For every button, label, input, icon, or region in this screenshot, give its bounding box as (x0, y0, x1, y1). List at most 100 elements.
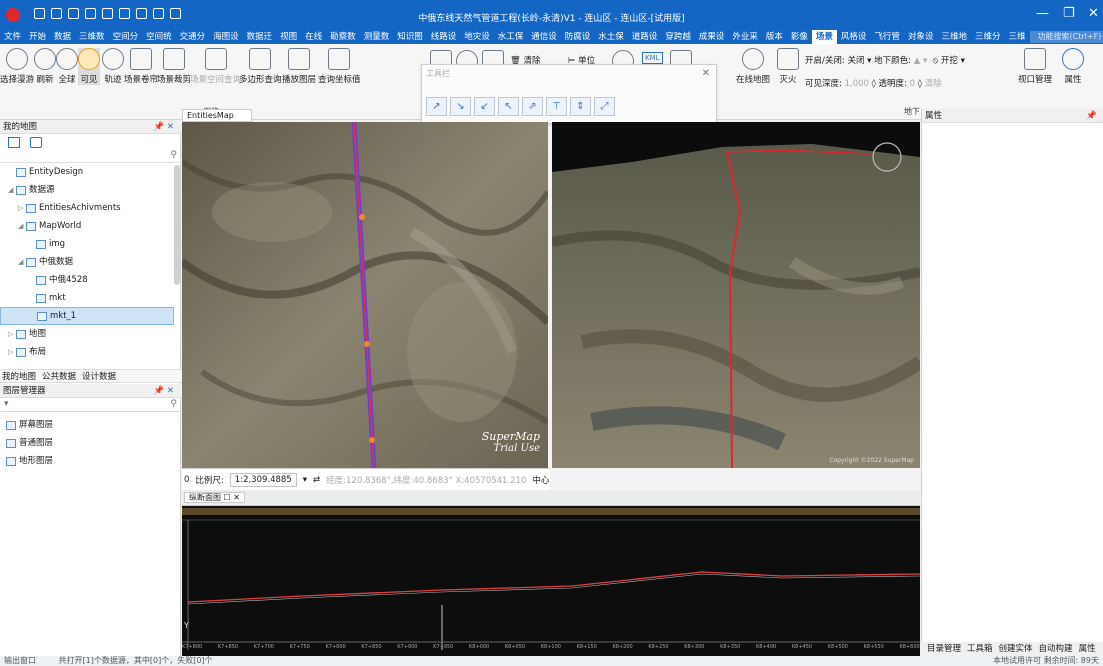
center-point-button[interactable]: 中心点 (532, 475, 550, 486)
ribbon-tab[interactable]: 外业采 (732, 32, 758, 42)
save-icon[interactable] (68, 8, 79, 19)
ribbon-tab[interactable]: 空间分 (112, 32, 139, 42)
tree-node[interactable]: 中俄4528 (0, 271, 174, 289)
ribbon-tab[interactable]: 测量数 (363, 32, 390, 42)
excavate-button[interactable]: 开挖 (940, 56, 958, 66)
ribbon-tab[interactable]: 交通分 (179, 32, 206, 42)
right-panel-tab[interactable]: 创建实体 (998, 644, 1033, 654)
color-picker[interactable]: ▲ ▾ (913, 56, 928, 66)
tree-node[interactable]: ▷ EntitiesAchivments (0, 199, 174, 217)
left-panel-tab[interactable]: 公共数据 (42, 372, 77, 382)
tool-2-icon[interactable]: ↘ (450, 97, 471, 116)
window-icon[interactable] (170, 8, 181, 19)
output-window-tab[interactable]: 输出窗口 (4, 656, 36, 665)
ribbon-tab[interactable]: 场景 (811, 30, 837, 44)
ribbon-tab[interactable]: 知识图 (397, 32, 423, 42)
clear-button[interactable]: 🗑 清除 (510, 54, 541, 66)
folder-icon[interactable] (30, 137, 42, 148)
right-panel-tab[interactable]: 属性 (1078, 644, 1096, 654)
ribbon-tab[interactable]: 版本 (765, 32, 783, 42)
ribbon-tab[interactable]: 影像 (790, 32, 808, 42)
layer-item[interactable]: 屏幕图层 (0, 416, 53, 434)
left-panel-tab[interactable]: 设计数据 (82, 372, 117, 382)
ribbon-tab[interactable]: 视图 (280, 32, 298, 42)
ribbon-tab[interactable]: 通信设 (531, 32, 557, 42)
unit-button[interactable]: ⊨ 单位 (568, 54, 595, 66)
ribbon-tab[interactable]: 穿跨越 (665, 32, 691, 42)
layer-search-icon[interactable]: ⚲ (170, 399, 177, 409)
ribbon-tab[interactable]: 成果设 (698, 32, 725, 42)
expand-icon[interactable]: ▷ (8, 348, 14, 356)
ribbon-button[interactable]: 查询坐标值 (318, 48, 361, 85)
zoom-out-icon[interactable] (136, 8, 147, 19)
ribbon-tab[interactable]: 三维分 (974, 32, 1001, 42)
ribbon-button[interactable]: 场景裁剪 (157, 48, 191, 85)
ribbon-tab[interactable]: 文件 (4, 32, 22, 42)
tool-4-icon[interactable]: ↖ (498, 97, 519, 116)
compass-icon[interactable] (872, 142, 902, 172)
grid-icon[interactable] (153, 8, 164, 19)
kml-button[interactable]: KML (642, 52, 663, 64)
pin-icon[interactable]: 📌 ✕ (153, 122, 174, 132)
ribbon-tab[interactable]: 在线 (305, 32, 323, 42)
ribbon-button[interactable]: 场景空间查询 (190, 48, 241, 85)
fire-button[interactable]: 灭火 (777, 48, 799, 85)
properties-button[interactable]: 属性 (1062, 48, 1084, 85)
online-map-button[interactable]: 在线地图 (736, 48, 770, 85)
zoom-in-icon[interactable] (119, 8, 130, 19)
tool-5-icon[interactable]: ⇗ (522, 97, 543, 116)
toggle-select[interactable]: 关闭 (847, 56, 865, 66)
function-search-input[interactable]: 功能搜索(Ctrl+F) (1029, 31, 1103, 43)
tree-node[interactable]: ◢ 数据源 (0, 181, 174, 199)
tool-6-icon[interactable]: ⊤ (546, 97, 567, 116)
tree-node[interactable]: ▷ 地图 (0, 325, 174, 343)
layer-item[interactable]: 普通图层 (0, 434, 53, 452)
ribbon-tab[interactable]: 对象设 (907, 32, 934, 42)
map-3d-view[interactable]: Copyright ©2022 SuperMap (552, 122, 920, 468)
tree-node[interactable]: ▷ 布局 (0, 343, 174, 361)
right-panel-tab[interactable]: 工具箱 (967, 644, 993, 654)
ribbon-tab[interactable]: 防腐设 (564, 32, 591, 42)
ribbon-button[interactable]: 多边形查询 (239, 48, 282, 85)
minimize-button[interactable]: — (1036, 6, 1049, 21)
pointer-icon[interactable] (102, 8, 113, 19)
tree-node[interactable]: ◢ MapWorld (0, 217, 174, 235)
tool-1-icon[interactable]: ↗ (426, 97, 447, 116)
ribbon-button[interactable]: 全球 (56, 48, 78, 85)
visible-depth-input[interactable]: 1,000 (844, 79, 869, 89)
ribbon-button[interactable]: 可见 (78, 48, 100, 85)
app-icon[interactable] (0, 0, 24, 30)
ribbon-tab[interactable]: 道路设 (631, 32, 658, 42)
open-icon[interactable] (51, 8, 62, 19)
tool-3-icon[interactable]: ↙ (474, 97, 495, 116)
ribbon-tab[interactable]: 数据 (54, 32, 72, 42)
tool-7-icon[interactable]: ⇕ (570, 97, 591, 116)
ribbon-tab[interactable]: 水工保 (497, 32, 524, 42)
scale-input[interactable]: 1:2,309.4885 (229, 472, 297, 487)
ribbon-tab[interactable]: 开始 (29, 32, 47, 42)
viewport-manager-button[interactable]: 视口管理 (1018, 48, 1052, 85)
left-panel-tab[interactable]: 我的地图 (2, 372, 37, 382)
ribbon-tab[interactable]: 数据迁 (246, 32, 273, 42)
new-icon[interactable] (34, 8, 45, 19)
ribbon-tab[interactable]: 风格设 (840, 32, 867, 42)
tree-node[interactable]: ◢ 中俄数据 (0, 253, 174, 271)
ribbon-tab[interactable]: 三维 (1008, 32, 1026, 42)
tree-search-icon[interactable]: ⚲ (0, 150, 181, 163)
ribbon-tab[interactable]: 线路设 (430, 32, 457, 42)
ribbon-tab[interactable]: 飞行管 (874, 32, 900, 42)
ribbon-tab[interactable]: 地灾设 (464, 32, 490, 42)
pin-right-icon[interactable]: 📌 (1086, 111, 1097, 121)
expand-icon[interactable]: ◢ (8, 186, 14, 194)
doc-tab-entities-map[interactable]: EntitiesMap (182, 109, 252, 122)
close-toolbar-icon[interactable]: ✕ (701, 68, 710, 79)
profile-tab[interactable]: 纵断面图 ☐ ✕ (184, 492, 245, 503)
pin-layer-icon[interactable]: 📌 ✕ (153, 386, 174, 396)
ribbon-tab[interactable]: 三维地 (941, 32, 967, 42)
ribbon-button[interactable]: 播放图层 (282, 48, 316, 85)
map-2d-view[interactable]: SuperMap Trial Use (182, 122, 548, 468)
tree-scrollbar[interactable] (174, 165, 180, 285)
pan-icon[interactable] (85, 8, 96, 19)
ribbon-tab[interactable]: 勘察数 (330, 32, 356, 42)
ribbon-button[interactable]: 刷新 (34, 48, 56, 85)
